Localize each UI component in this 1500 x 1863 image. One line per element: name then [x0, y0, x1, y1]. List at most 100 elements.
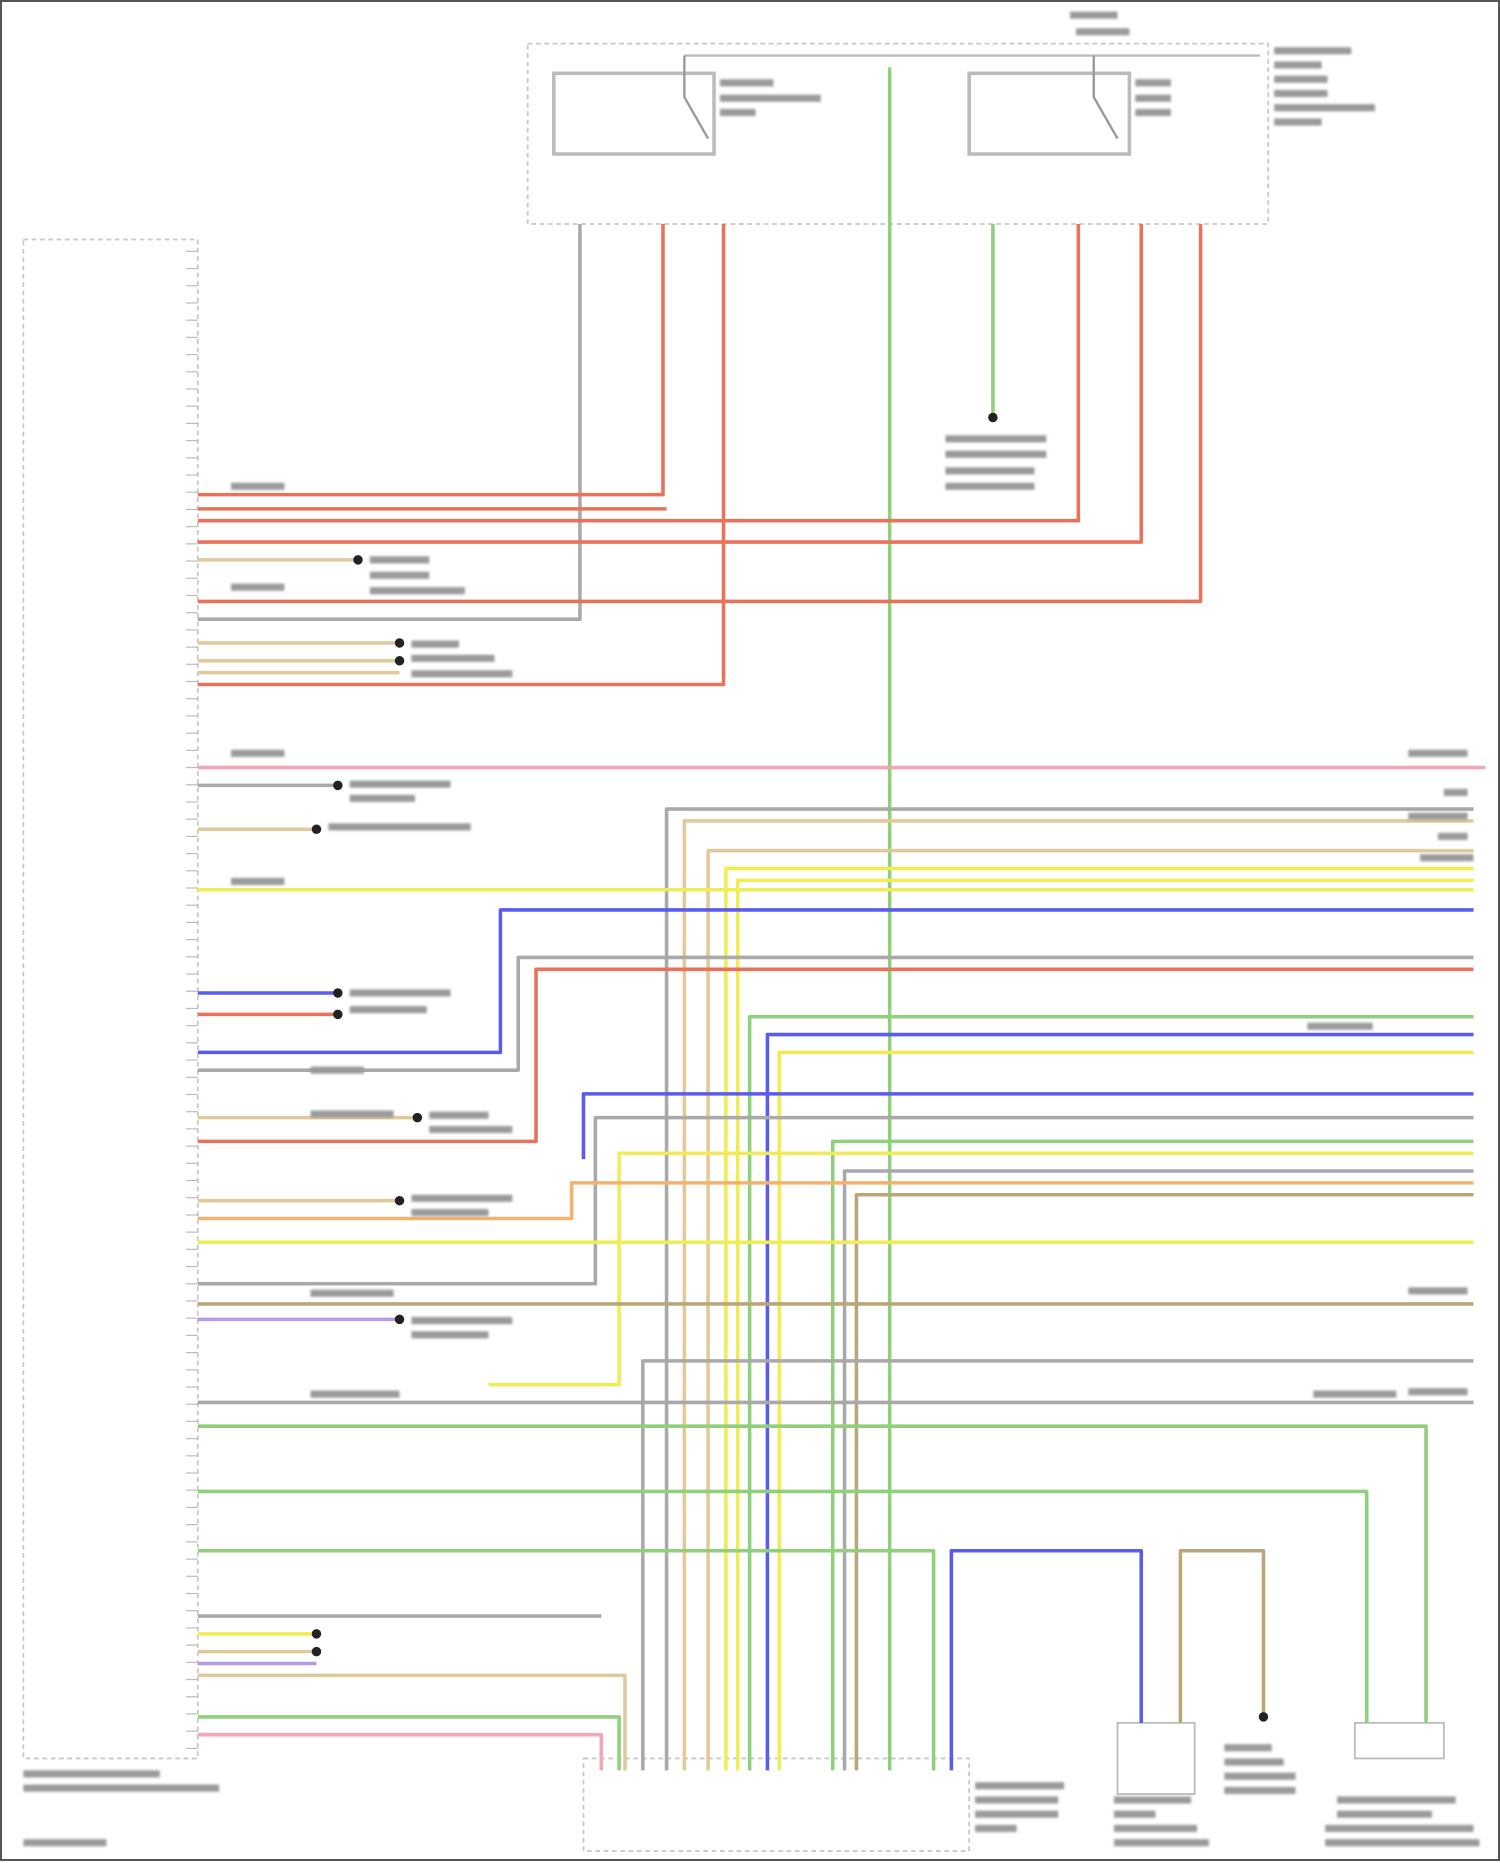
illegible-label — [1135, 94, 1171, 102]
illegible-label — [975, 1810, 1059, 1818]
illegible-label — [1337, 1810, 1432, 1818]
illegible-label — [310, 1390, 400, 1398]
illegible-label — [310, 1110, 394, 1118]
illegible-label — [1408, 1287, 1468, 1295]
wire-blue-22 — [197, 908, 1474, 1055]
wire-green-44 — [197, 1424, 1428, 1723]
illegible-label — [1224, 1772, 1296, 1780]
splice-dot — [394, 655, 405, 666]
illegible-label — [945, 482, 1035, 490]
wire-grey-35 — [842, 1169, 1474, 1771]
illegible-label — [975, 1824, 1017, 1833]
illegible-label — [1135, 79, 1171, 87]
illegible-label — [1070, 11, 1118, 19]
splice-dot — [311, 1629, 322, 1639]
wire-green-45 — [197, 1489, 1369, 1723]
illegible-label — [429, 1111, 489, 1119]
illegible-label — [411, 640, 459, 648]
illegible-label — [349, 780, 451, 788]
illegible-label — [411, 1316, 513, 1325]
relay-box — [526, 42, 1270, 225]
illegible-label — [1135, 108, 1171, 117]
illegible-label — [1274, 75, 1328, 83]
wire-tan-18 — [706, 848, 1474, 1771]
illegible-label — [975, 1782, 1065, 1790]
splice-dot — [394, 1314, 405, 1325]
relay-1 — [552, 71, 716, 156]
wire-green-27 — [747, 1014, 1474, 1771]
illegible-label — [310, 1289, 394, 1297]
illegible-label — [1274, 47, 1352, 55]
illegible-label — [411, 654, 495, 662]
illegible-label — [231, 749, 285, 757]
lower-right-switch-box — [1353, 1721, 1445, 1760]
illegible-label — [1274, 118, 1322, 126]
wire-grey-42 — [641, 1359, 1474, 1771]
wire-yellow-19 — [724, 866, 1474, 1771]
relay-2 — [967, 71, 1132, 156]
illegible-label — [1224, 1744, 1272, 1752]
splice-dot — [988, 412, 998, 423]
component-boxes — [22, 42, 1445, 1852]
illegible-label — [1113, 1824, 1198, 1833]
illegible-label — [1075, 28, 1130, 36]
illegible-label — [719, 108, 756, 117]
illegible-label — [1443, 788, 1468, 797]
wire-pink-55 — [197, 1732, 604, 1771]
wire-grey-0 — [197, 224, 582, 621]
wire-blue-47 — [949, 1548, 1144, 1771]
illegible-label — [23, 1770, 160, 1778]
illegible-label — [1113, 1810, 1156, 1818]
splice-dot — [311, 824, 322, 835]
splice-dot — [311, 1646, 322, 1657]
splice-dot — [333, 988, 343, 998]
illegible-label — [23, 1839, 107, 1847]
illegible-label — [1274, 61, 1322, 69]
illegible-label — [231, 583, 285, 591]
illegible-label — [1325, 1824, 1474, 1833]
wire-green-46 — [197, 1548, 936, 1771]
left-control-module-box — [22, 238, 199, 1760]
wire-orange-36 — [197, 1181, 1474, 1221]
illegible-label — [411, 670, 513, 678]
bottom-control-module-box — [582, 1757, 971, 1852]
wire-red-5 — [197, 224, 1081, 523]
labels — [23, 11, 1480, 1847]
wire-red-23 — [197, 967, 1474, 1144]
illegible-label — [1337, 1796, 1456, 1804]
illegible-label — [1224, 1758, 1284, 1766]
wire-tan-17 — [682, 819, 1474, 1771]
illegible-label — [1408, 1388, 1468, 1396]
wire-red-6 — [197, 224, 1144, 544]
wire-yellow-21 — [735, 878, 1474, 1771]
wire-green-54 — [197, 1715, 621, 1771]
illegible-label — [1274, 104, 1376, 112]
splice-dot — [412, 1112, 423, 1123]
illegible-label — [975, 1796, 1059, 1804]
illegible-label — [411, 1194, 513, 1202]
wire-blue-30 — [581, 1092, 1474, 1160]
illegible-label — [231, 877, 285, 886]
illegible-label — [1408, 812, 1468, 820]
wire-red-2 — [197, 224, 726, 687]
brake-switch-box — [1116, 1721, 1196, 1795]
illegible-label — [23, 1784, 220, 1792]
illegible-label — [1325, 1839, 1480, 1847]
illegible-label — [411, 1331, 489, 1339]
wire-green-33 — [830, 1139, 1474, 1771]
illegible-label — [369, 556, 430, 564]
illegible-label — [328, 823, 471, 831]
splice-dot — [1258, 1712, 1269, 1722]
illegible-label — [945, 467, 1035, 475]
illegible-label — [1113, 1839, 1209, 1847]
illegible-label — [349, 989, 451, 997]
illegible-label — [429, 1125, 513, 1134]
illegible-label — [945, 450, 1047, 458]
illegible-label — [1437, 832, 1468, 840]
wire-red-7 — [197, 224, 1203, 604]
pins — [185, 250, 1269, 1749]
wire-grey-31 — [197, 1115, 1474, 1286]
wires — [197, 67, 1486, 1771]
splice-dot — [333, 780, 343, 791]
